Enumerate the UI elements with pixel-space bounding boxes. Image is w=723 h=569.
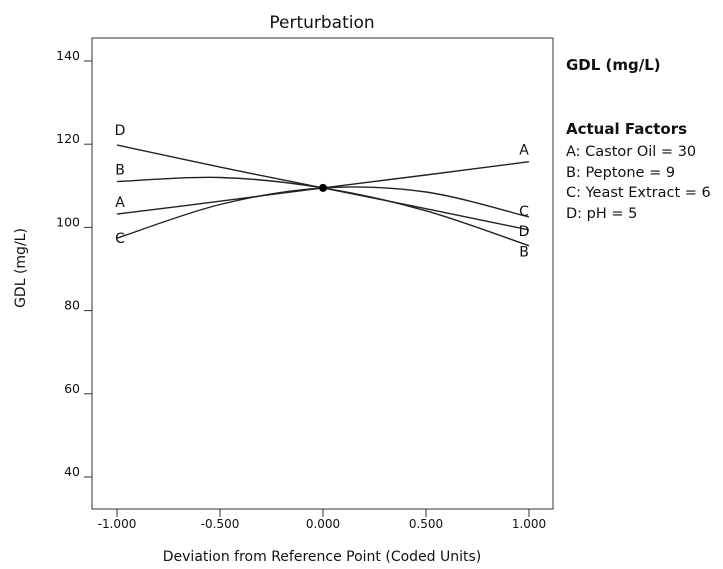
factor-c: C: Yeast Extract = 6: [566, 185, 711, 201]
y-tick-label: 80: [64, 298, 80, 313]
factor-a: A: Castor Oil = 30: [566, 144, 697, 160]
series-label-b-left: B: [115, 163, 125, 179]
plot-frame: [91, 37, 554, 510]
series-label-d-left: D: [115, 123, 126, 139]
y-tick-label: 100: [56, 214, 80, 229]
series-label-b-right: B: [519, 245, 529, 261]
y-tick-label: 60: [64, 381, 80, 396]
y-tick-label: 120: [56, 131, 80, 146]
x-tick-label: 0.500: [409, 517, 443, 531]
y-axis: 40 60 80 100 120 140: [56, 48, 92, 479]
x-axis: -1.000 -0.500 0.000 0.500 1.000: [98, 509, 546, 531]
y-axis-label: GDL (mg/L): [13, 228, 29, 308]
actual-factors-title: Actual Factors: [566, 120, 688, 138]
x-tick-label: 1.000: [512, 517, 546, 531]
series-label-d-right: D: [519, 224, 530, 240]
factor-b: B: Peptone = 9: [566, 164, 676, 181]
x-tick-label: -1.000: [98, 517, 137, 531]
chart-title: Perturbation: [269, 13, 374, 33]
reference-point-marker: [319, 183, 327, 192]
series-label-a-right: A: [519, 143, 529, 159]
series-lines: [116, 144, 530, 247]
factor-d: D: pH = 5: [566, 205, 638, 222]
y-tick-label: 40: [64, 464, 80, 479]
series-label-a-left: A: [115, 195, 125, 211]
x-axis-label: Deviation from Reference Point (Coded Un…: [163, 549, 482, 565]
legend-panel: GDL (mg/L) Actual Factors A: Castor Oil …: [566, 56, 711, 224]
x-tick-label: -0.500: [201, 517, 240, 531]
series-label-c-right: C: [519, 204, 529, 220]
response-title: GDL (mg/L): [566, 56, 661, 74]
series-line-c: [116, 186, 530, 239]
x-tick-label: 0.000: [306, 517, 340, 531]
y-tick-label: 140: [56, 48, 80, 63]
series-label-c-left: C: [115, 231, 125, 247]
